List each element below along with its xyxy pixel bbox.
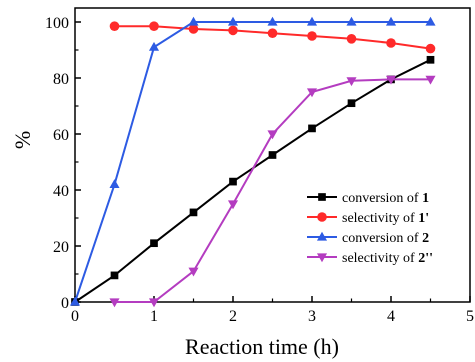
data-point (426, 55, 435, 64)
y-axis-title: % (10, 131, 35, 149)
series-3 (69, 16, 436, 306)
data-point (229, 177, 237, 186)
x-tick-label: 0 (71, 308, 79, 325)
data-point (149, 21, 159, 32)
y-tick-label: 0 (61, 295, 69, 312)
data-point (425, 16, 436, 26)
legend-item: selectivity of 1' (307, 211, 429, 226)
legend-compound-label: 2 (422, 231, 429, 246)
series-4 (109, 75, 436, 308)
legend-marker (316, 253, 328, 263)
data-point (228, 25, 238, 36)
legend-compound-label: 1 (422, 191, 429, 206)
legend-marker (316, 231, 328, 241)
legend-item: conversion of 1 (307, 191, 429, 206)
data-point (346, 16, 357, 26)
data-point (188, 24, 199, 34)
legend-marker (317, 212, 327, 222)
data-point (425, 43, 436, 54)
legend-label: conversion of 1 (342, 191, 429, 206)
legend-label-text: conversion of (342, 231, 422, 246)
data-point (306, 16, 318, 26)
x-tick-label: 5 (466, 308, 474, 325)
data-point (109, 21, 120, 32)
data-point (227, 16, 239, 26)
series-2 (109, 21, 436, 54)
data-point (69, 296, 81, 306)
y-tick-label: 100 (45, 15, 69, 32)
data-point (307, 31, 317, 41)
legend-label: selectivity of 1' (342, 211, 429, 226)
x-axis-title: Reaction time (h) (185, 334, 339, 359)
series-line (74, 21, 431, 303)
x-tick-label: 1 (150, 308, 158, 325)
data-point (148, 41, 160, 51)
data-point (306, 88, 318, 98)
data-point (267, 28, 278, 38)
series-1 (71, 55, 435, 306)
data-point (346, 34, 357, 44)
legend-marker (318, 193, 326, 201)
data-point (425, 75, 436, 85)
data-point (227, 200, 239, 210)
data-point (386, 38, 396, 48)
data-point (385, 75, 397, 85)
data-point (148, 298, 160, 308)
series-layer (69, 16, 436, 308)
data-point (109, 179, 120, 188)
data-point (188, 267, 199, 277)
data-point (189, 208, 198, 217)
data-point (346, 77, 357, 87)
y-tick-label: 80 (53, 71, 69, 88)
x-tick-label: 2 (229, 308, 237, 325)
data-point (188, 16, 199, 26)
legend: conversion of 1 selectivity of 1' conversi… (307, 191, 433, 266)
legend-label-text: conversion of (342, 191, 422, 206)
x-tick-label: 3 (308, 308, 316, 325)
data-point (308, 124, 316, 133)
legend-compound-label: 1' (418, 211, 429, 226)
y-tick-label: 60 (53, 127, 69, 144)
legend-item: conversion of 2 (307, 231, 429, 246)
legend-label-text: selectivity of (342, 251, 418, 266)
data-point (267, 16, 278, 26)
data-point (150, 239, 158, 248)
legend-label: selectivity of 2'' (342, 251, 433, 266)
data-point (110, 271, 119, 280)
axis-ticks: 0 1 2 3 4 5 0 20 40 60 80 100 (45, 15, 474, 325)
y-tick-label: 20 (53, 239, 69, 256)
data-point (385, 16, 397, 26)
data-point (268, 151, 277, 159)
data-point (267, 130, 278, 140)
legend-label-text: selectivity of (342, 211, 418, 226)
data-point (109, 298, 120, 308)
legend-item: selectivity of 2'' (307, 251, 433, 266)
legend-label: conversion of 2 (342, 231, 429, 246)
y-tick-label: 40 (53, 183, 69, 200)
x-tick-label: 4 (387, 308, 395, 325)
legend-compound-label: 2'' (418, 251, 433, 266)
data-point (347, 99, 356, 108)
